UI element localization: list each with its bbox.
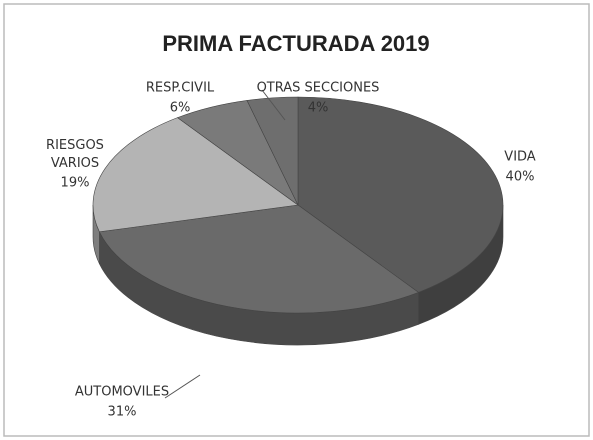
label-line: RIESGOS [46,138,104,153]
slice [246,96,299,206]
data-label-value: 19% [61,176,90,191]
data-label-category: RESP.CIVIL [146,81,215,96]
data-label-category: RIESGOS VARIOS [46,138,104,171]
label-line: VARIOS [51,156,99,171]
data-label-value: 4% [308,101,329,116]
slice [98,204,420,314]
data-label-category: AUTOMOVILES [75,385,169,400]
data-label-value: 40% [506,170,535,185]
slice [297,96,504,293]
slice [92,117,299,233]
chart-title: PRIMA FACTURADA 2019 [162,31,429,56]
leader-line [261,89,286,121]
leader-line [164,374,201,399]
data-label-category: OTRAS SECCIONES [257,81,380,96]
data-label-category: VIDA [504,150,536,165]
data-label-value: 31% [108,405,137,420]
data-label-value: 6% [170,101,191,116]
